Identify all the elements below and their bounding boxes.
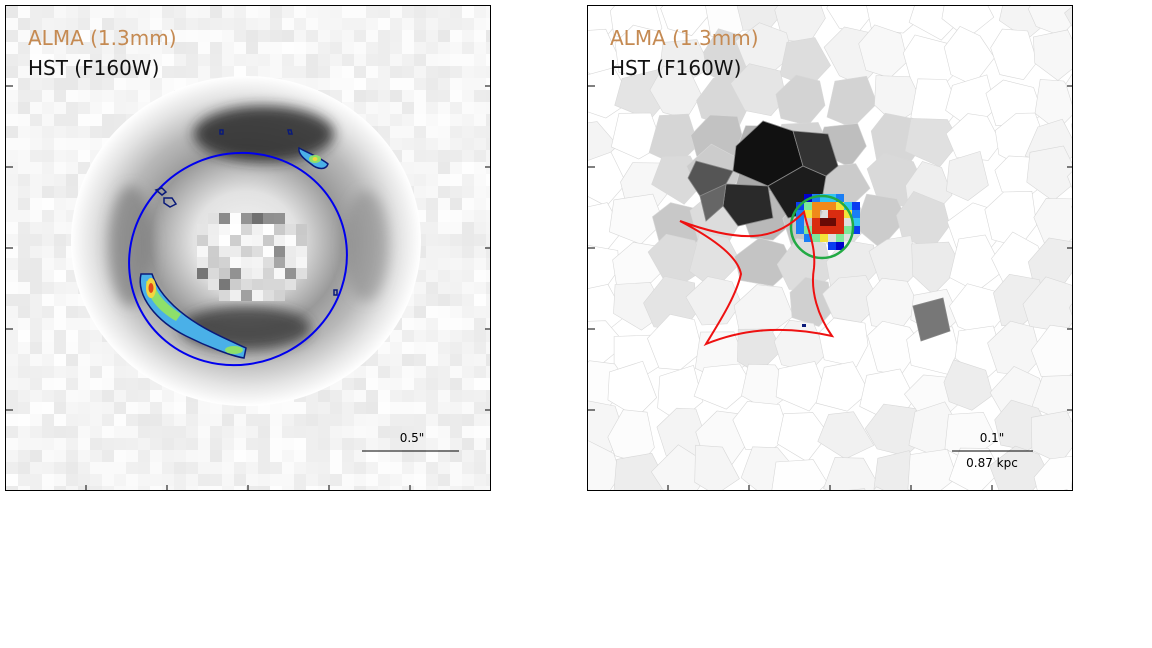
scale-bar-label: 0.1" <box>979 431 1005 445</box>
critical-curve-ellipse <box>128 151 348 367</box>
scale-bar-sublabel: 0.87 kpc <box>966 456 1018 470</box>
caustic-astroid <box>679 209 835 347</box>
alma-arc-northeast <box>298 146 329 170</box>
hst-voronoi-cells <box>588 6 1072 490</box>
axis-ticks-right-panel <box>588 85 1072 490</box>
axis-ticks-left-panel <box>6 85 490 490</box>
source-aperture-circle <box>789 194 855 260</box>
alma-arc-southwest <box>139 273 247 359</box>
alma-minor-contours <box>154 129 338 296</box>
alma-source-pixels <box>796 194 860 250</box>
alma-label: ALMA (1.3mm) <box>28 26 177 50</box>
alma-label: ALMA (1.3mm) <box>610 26 759 50</box>
image-plane-panel: ALMA (1.3mm) HST (F160W) 0.5" <box>5 5 491 491</box>
lens-galaxy-center <box>197 213 307 301</box>
image-plane-figure <box>6 6 490 490</box>
scale-bar-label: 0.5" <box>399 431 425 445</box>
hst-label: HST (F160W) <box>610 56 742 80</box>
source-plane-figure <box>588 6 1072 490</box>
source-dark-cells <box>687 120 951 342</box>
hst-label: HST (F160W) <box>28 56 160 80</box>
source-plane-panel: ALMA (1.3mm) HST (F160W) 0.1" 0.87 kpc <box>587 5 1073 491</box>
